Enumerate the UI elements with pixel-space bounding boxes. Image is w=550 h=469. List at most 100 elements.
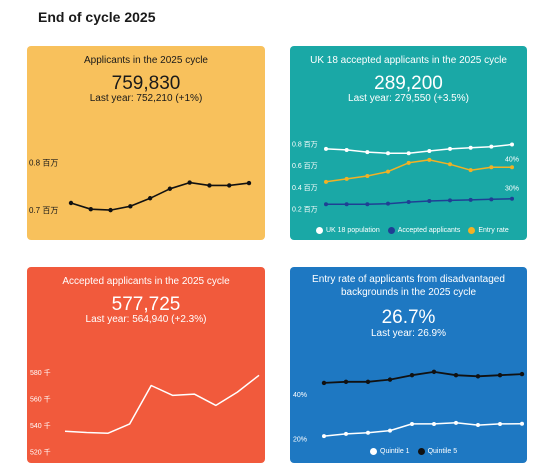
uk-18-population-point <box>510 142 514 147</box>
card-subtitle: Last year: 752,210 (+1%) <box>89 93 203 104</box>
series-point <box>128 204 133 209</box>
accepted-applicants-point <box>489 197 494 202</box>
uk-18-population-point <box>468 145 473 150</box>
quintile-5-point <box>475 374 481 379</box>
entry-rate-point <box>324 179 328 184</box>
series-point <box>147 196 153 201</box>
quintile-5-point <box>431 369 437 375</box>
accepted-applicants-point <box>468 197 473 202</box>
uk-18-population-point <box>324 146 328 151</box>
legend: UK 18 population Accepted applicants Ent… <box>316 227 509 234</box>
series-point <box>227 183 232 188</box>
uk-18-population-point <box>344 147 349 152</box>
y-tick-label: 0.7 百万 <box>29 206 58 215</box>
quintile-1-point <box>344 431 348 436</box>
accepted-applicants-point <box>427 198 432 203</box>
legend-item-accepted-applicants: Accepted applicants <box>387 227 460 234</box>
entry-rate-point <box>406 160 411 165</box>
quintile-1-point <box>410 421 414 426</box>
uk-18-population-point <box>427 149 432 154</box>
series-point <box>207 183 212 188</box>
entry-rate-point <box>448 162 452 167</box>
series-point <box>108 207 113 213</box>
entry-rate-point <box>427 157 432 162</box>
series-point <box>167 186 173 191</box>
accepted-applicants-point <box>365 202 370 207</box>
entry-rate-point <box>386 169 390 174</box>
quintile-5-point <box>519 371 525 377</box>
card-headline-value: 26.7% <box>381 307 436 328</box>
disadvantaged-card: Entry rate of applicants from disadvanta… <box>290 267 527 463</box>
card-subtitle: Last year: 279,550 (+3.5%) <box>348 93 469 104</box>
page-title: End of cycle 2025 <box>38 9 156 25</box>
series-point <box>88 206 93 212</box>
card-headline-value: 289,200 <box>374 73 443 94</box>
series-line <box>70 181 250 211</box>
disadvantaged-line-chart: 40% 20% <box>293 369 525 443</box>
uk18-line-chart: 0.8 百万 0.6 百万 0.4 百万 0.2 百万 40% 30% <box>292 140 519 214</box>
accepted-applicants-point <box>386 201 390 206</box>
y2-tick-label: 40% <box>505 156 519 163</box>
accepted-applicants-point <box>406 200 411 205</box>
quintile-5-point <box>409 372 415 378</box>
uk-18-population-point <box>365 150 370 155</box>
entry-rate-line <box>325 159 512 183</box>
legend: Quintile 1 Quintile 5 <box>370 448 457 455</box>
legend-item-quintile-5: Quintile 5 <box>417 448 457 455</box>
series-point <box>246 180 252 186</box>
card-title-line-1: Entry rate of applicants from disadvanta… <box>312 274 505 285</box>
y-tick-label: 560 千 <box>30 395 51 404</box>
y-tick-label: 0.2 百万 <box>292 206 318 214</box>
quintile-5-point <box>497 372 503 378</box>
y-tick-label: 580 千 <box>30 368 51 377</box>
quintile-1-point <box>520 421 524 426</box>
y-tick-label: 540 千 <box>30 421 51 430</box>
card-title-line-2: backgrounds in the 2025 cycle <box>340 287 477 298</box>
y-tick-label: 0.8 百万 <box>292 140 318 148</box>
quintile-1-line <box>323 422 523 437</box>
legend-item-entry-rate: Entry rate <box>468 227 509 234</box>
uk-18-population-point <box>386 151 390 156</box>
accepted-line-chart: 580 千 560 千 540 千 520 千 <box>30 368 260 457</box>
legend-item-quintile-1: Quintile 1 <box>370 448 410 455</box>
card-headline-value: 577,725 <box>111 294 181 315</box>
y-tick-label: 520 千 <box>30 448 51 457</box>
quintile-5-line <box>323 371 523 384</box>
entry-rate-point <box>365 174 370 178</box>
applicants-line-chart: 0.8 百万 0.7 百万 <box>29 159 252 215</box>
entry-rate-point <box>489 165 494 170</box>
entry-rate-point <box>468 168 473 173</box>
quintile-1-point <box>366 430 370 435</box>
y-tick-label: 0.6 百万 <box>292 162 318 170</box>
quintile-1-point <box>476 423 480 428</box>
quintile-5-point <box>365 379 371 385</box>
legend-item-uk18-population: UK 18 population <box>316 227 380 234</box>
quintile-1-point <box>388 428 392 433</box>
entry-rate-point <box>344 176 349 181</box>
entry-rate-point <box>510 165 514 170</box>
card-headline-value: 759,830 <box>111 73 181 94</box>
accepted-applicants-point <box>448 198 452 203</box>
uk-18-population-point <box>489 144 494 149</box>
quintile-5-point <box>343 379 349 385</box>
accepted-applicants-point <box>344 202 349 207</box>
uk-18-population-point <box>448 146 452 151</box>
series-point <box>187 180 192 185</box>
y-tick-label: 0.4 百万 <box>292 184 318 192</box>
series-line <box>64 374 260 434</box>
accepted-applicants-line <box>326 198 513 205</box>
card-subtitle: Last year: 26.9% <box>370 328 447 339</box>
uk-18-population-point <box>406 151 411 156</box>
uk-18-population-line <box>325 143 513 154</box>
quintile-5-point <box>387 377 393 382</box>
card-title: Accepted applicants in the 2025 cycle <box>62 276 230 287</box>
y-tick-label: 0.8 百万 <box>29 159 58 168</box>
quintile-1-point <box>498 421 502 426</box>
quintile-5-point <box>321 380 327 386</box>
card-title: UK 18 accepted applicants in the 2025 cy… <box>310 55 507 66</box>
y-tick-label: 20% <box>293 436 307 443</box>
series-point <box>68 200 74 206</box>
card-subtitle: Last year: 564,940 (+2.3%) <box>85 314 207 325</box>
quintile-1-point <box>454 420 458 425</box>
quintile-5-point <box>453 372 459 378</box>
